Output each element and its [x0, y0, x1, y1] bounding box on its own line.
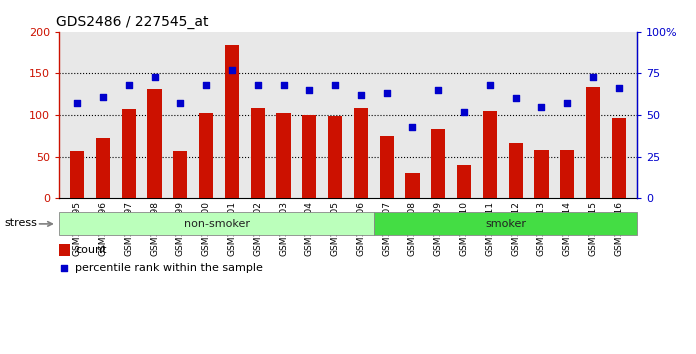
Point [175, 101, 186, 106]
Bar [405, 173, 420, 198]
Bar [457, 165, 471, 198]
Bar [148, 89, 161, 198]
Bar [586, 87, 600, 198]
Bar [379, 136, 394, 198]
Point [484, 82, 496, 88]
Point [562, 101, 573, 106]
Bar [328, 116, 342, 198]
Text: percentile rank within the sample: percentile rank within the sample [75, 263, 263, 273]
Bar [173, 151, 187, 198]
Text: smoker: smoker [485, 219, 526, 229]
Point [72, 101, 83, 106]
Bar [354, 108, 368, 198]
Bar [374, 212, 637, 235]
Point [381, 91, 393, 96]
Point [97, 94, 109, 99]
Point [407, 124, 418, 130]
Point [510, 96, 521, 101]
Bar [70, 151, 84, 198]
Point [278, 82, 289, 88]
Point [433, 87, 444, 93]
Point [226, 67, 237, 73]
Bar [535, 150, 548, 198]
Point [200, 82, 212, 88]
Bar [302, 115, 317, 198]
Bar [509, 143, 523, 198]
Bar [59, 212, 374, 235]
Bar [199, 113, 213, 198]
Bar [431, 129, 445, 198]
Bar [122, 109, 136, 198]
Point [329, 82, 340, 88]
Bar [251, 108, 265, 198]
Point [303, 87, 315, 93]
Bar [560, 150, 574, 198]
Bar [276, 113, 291, 198]
Point [356, 92, 367, 98]
Point [613, 86, 624, 91]
Point [123, 82, 134, 88]
Bar [483, 111, 497, 198]
Point [536, 104, 547, 110]
Bar [225, 45, 239, 198]
Text: stress: stress [5, 218, 38, 228]
Point [58, 266, 70, 271]
Point [587, 74, 599, 80]
Point [459, 109, 470, 115]
Text: non-smoker: non-smoker [184, 219, 250, 229]
Bar [612, 118, 626, 198]
Bar [59, 244, 70, 256]
Point [252, 82, 263, 88]
Text: count: count [75, 245, 106, 255]
Text: GDS2486 / 227545_at: GDS2486 / 227545_at [56, 16, 209, 29]
Point [149, 74, 160, 80]
Bar [96, 137, 110, 198]
